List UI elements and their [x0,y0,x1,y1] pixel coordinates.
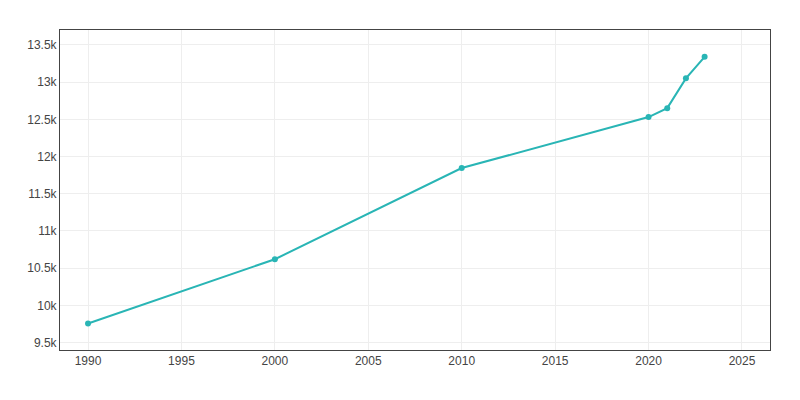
svg-text:12.5k: 12.5k [27,113,57,127]
svg-text:1990: 1990 [75,354,102,368]
svg-text:2020: 2020 [635,354,662,368]
svg-text:12k: 12k [37,150,57,164]
svg-text:1995: 1995 [168,354,195,368]
svg-text:10.5k: 10.5k [27,261,57,275]
svg-text:11k: 11k [38,224,57,238]
svg-text:2000: 2000 [262,354,289,368]
svg-text:13k: 13k [37,75,57,89]
svg-text:2005: 2005 [355,354,382,368]
svg-text:2010: 2010 [448,354,475,368]
svg-text:9.5k: 9.5k [34,336,58,350]
svg-text:2015: 2015 [542,354,569,368]
svg-text:13.5k: 13.5k [27,38,57,52]
svg-text:2025: 2025 [729,354,756,368]
svg-text:11.5k: 11.5k [28,187,57,201]
svg-text:10k: 10k [37,299,57,313]
